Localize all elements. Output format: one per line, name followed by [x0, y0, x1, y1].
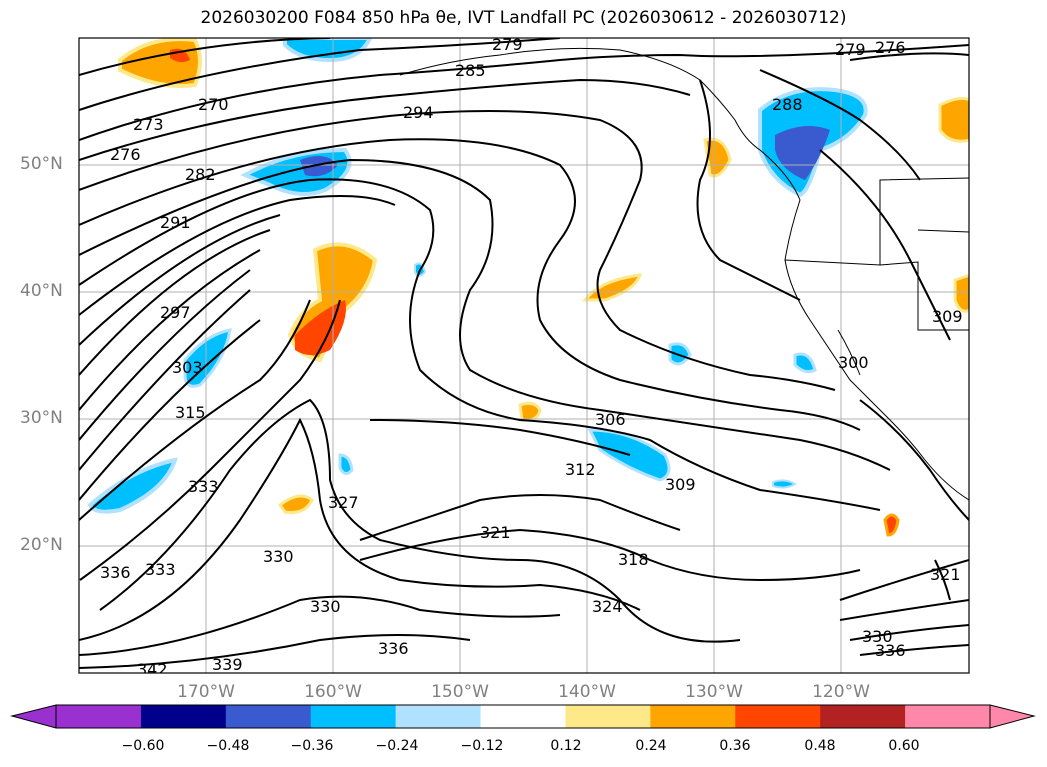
colorbar-tick: 0.12 — [550, 738, 582, 754]
contour-label: 333 — [188, 477, 219, 496]
lon-tick: 160°W — [304, 682, 362, 702]
colorbar-tick: −0.24 — [375, 738, 419, 754]
colorbar-over-triangle — [990, 705, 1034, 728]
contour-label: 270 — [198, 95, 229, 114]
contour-label: 306 — [595, 410, 626, 429]
contour-label: 336 — [378, 639, 409, 658]
contour-label: 279 — [492, 35, 523, 54]
lon-tick: 150°W — [431, 682, 489, 702]
colorbar-tick: 0.60 — [888, 738, 920, 754]
map-title: 2026030200 F084 850 hPa θe, IVT Landfall… — [200, 8, 847, 28]
contour-label: 321 — [930, 565, 961, 584]
contour-label: 330 — [263, 547, 294, 566]
lon-tick: 120°W — [812, 682, 870, 702]
colorbar-bin — [225, 705, 312, 728]
colorbar-tick: −0.60 — [121, 738, 165, 754]
plot-frame — [78, 37, 970, 674]
colorbar — [10, 704, 1036, 729]
contour-label: 303 — [172, 358, 203, 377]
map-plot-area: 279 285 270 273 276 282 294 279 276 288 … — [79, 35, 969, 679]
colorbar-bin — [905, 705, 991, 728]
colorbar-under-triangle — [12, 705, 56, 728]
colorbar-bin — [650, 705, 736, 728]
colorbar-bin — [310, 705, 397, 728]
contour-label: 312 — [565, 460, 596, 479]
graticule — [79, 38, 969, 673]
colorbar-tick: 0.24 — [635, 738, 667, 754]
lon-tick: 140°W — [558, 682, 616, 702]
contour-label: 339 — [212, 655, 243, 674]
contour-label: 288 — [772, 95, 803, 114]
contour-label: 318 — [618, 550, 649, 569]
lat-tick: 30°N — [20, 408, 63, 428]
colorbar-bin — [395, 705, 482, 728]
contour-label: 297 — [160, 303, 191, 322]
contour-label: 276 — [110, 145, 141, 164]
contour-label: 309 — [665, 475, 696, 494]
lat-tick: 50°N — [20, 154, 63, 174]
colorbar-bin — [735, 705, 821, 728]
contour-label: 282 — [185, 165, 216, 184]
colorbar-tick: −0.12 — [460, 738, 504, 754]
contour-label: 330 — [862, 627, 893, 646]
colorbar-bin — [565, 705, 651, 728]
contour-labels: 279 285 270 273 276 282 294 279 276 288 … — [100, 35, 963, 679]
colorbar-tick: −0.48 — [206, 738, 250, 754]
colorbar-tick: 0.48 — [804, 738, 836, 754]
contour-label: 315 — [175, 403, 206, 422]
contour-label: 321 — [480, 523, 511, 542]
colorbar-bin — [820, 705, 906, 728]
lat-tick: 40°N — [20, 281, 63, 301]
coastline — [399, 47, 969, 501]
contour-label: 279 — [835, 40, 866, 59]
contour-label: 276 — [875, 38, 906, 57]
colorbar-tick: −0.36 — [290, 738, 334, 754]
contour-label: 291 — [160, 213, 191, 232]
contour-label: 327 — [328, 493, 359, 512]
lon-tick: 130°W — [685, 682, 743, 702]
colorbar-bin — [56, 705, 142, 728]
contour-label: 336 — [100, 563, 131, 582]
colorbar-tick: 0.36 — [719, 738, 751, 754]
contour-label: 294 — [403, 103, 434, 122]
colorbar-bin — [480, 705, 566, 728]
contour-label: 342 — [137, 660, 168, 679]
contour-label: 273 — [133, 115, 164, 134]
contour-label: 336 — [875, 641, 906, 660]
colorbar-bins — [56, 705, 991, 728]
theta-e-contours — [79, 38, 969, 669]
colorbar-bin — [140, 705, 227, 728]
contour-label: 330 — [310, 597, 341, 616]
contour-label: 333 — [145, 560, 176, 579]
contour-label: 324 — [592, 597, 623, 616]
lat-tick: 20°N — [20, 535, 63, 555]
contour-label: 285 — [455, 61, 486, 80]
contour-label: 309 — [932, 307, 963, 326]
contour-label: 300 — [838, 353, 869, 372]
lon-tick: 170°W — [177, 682, 235, 702]
